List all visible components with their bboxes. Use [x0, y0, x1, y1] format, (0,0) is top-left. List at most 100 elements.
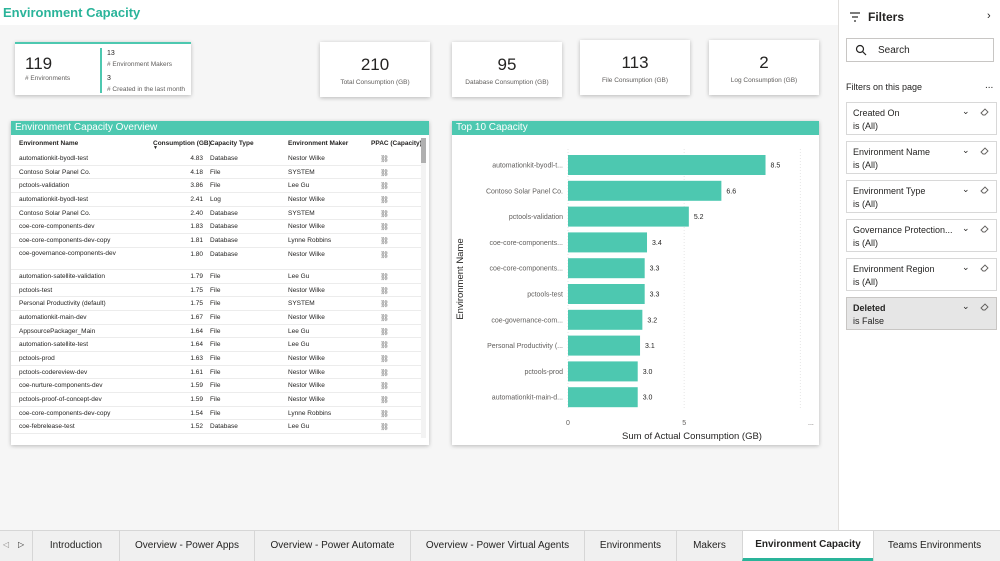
- cell-consumption: 4.83: [190, 155, 203, 162]
- more-options-icon[interactable]: ...: [985, 80, 994, 91]
- column-header-environment-maker[interactable]: Environment Maker: [288, 140, 349, 147]
- file-consumption-card[interactable]: 113 File Consumption (GB): [580, 40, 690, 95]
- capacity-overview-table[interactable]: Environment Capacity Overview Environmen…: [11, 121, 429, 445]
- tab-overview-power-automate[interactable]: Overview - Power Automate: [254, 531, 410, 561]
- eraser-icon[interactable]: [980, 107, 989, 116]
- chevron-down-icon[interactable]: ⌄: [962, 301, 970, 311]
- table-row[interactable]: pctools-codereview-dev 1.61 File Nestor Wil…: [11, 366, 421, 380]
- bar[interactable]: [568, 284, 645, 304]
- filter-card[interactable]: Created On is (All) ⌄: [846, 102, 997, 135]
- tab-introduction[interactable]: Introduction: [32, 531, 119, 561]
- table-row[interactable]: automationkit-byodl-test 4.83 Database Nest…: [11, 152, 421, 166]
- column-header-ppac[interactable]: PPAC (Capacity): [371, 140, 422, 147]
- ppac-link-icon[interactable]: ⛓: [380, 369, 389, 377]
- table-row[interactable]: coe-nurture-components-dev 1.59 File Nestor…: [11, 379, 421, 393]
- tab-environment-capacity[interactable]: Environment Capacity: [742, 531, 873, 561]
- chevron-down-icon[interactable]: ⌄: [962, 223, 970, 233]
- bar[interactable]: [568, 309, 643, 330]
- ppac-link-icon[interactable]: ⛓: [380, 238, 389, 246]
- chart-more-icon[interactable]: ...: [808, 420, 814, 427]
- table-row[interactable]: automation-satellite-validation 1.79 File L…: [11, 270, 421, 284]
- table-row[interactable]: pctools-proof-of-concept-dev 1.59 File Nest…: [11, 393, 421, 407]
- ppac-link-icon[interactable]: ⛓: [380, 183, 389, 191]
- table-row[interactable]: pctools-test 1.75 File Nestor Wilke ⛓: [11, 284, 421, 298]
- bar[interactable]: [568, 206, 689, 227]
- column-header-capacity-type[interactable]: Capacity Type: [210, 140, 254, 147]
- table-row[interactable]: coe-core-components-dev 1.83 Database Nesto…: [11, 220, 421, 235]
- table-row[interactable]: AppsourcePackager_Main 1.64 File Lee Gu ⛓: [11, 325, 421, 339]
- ppac-link-icon[interactable]: ⛓: [380, 410, 389, 418]
- filter-card[interactable]: Governance Protection... is (All) ⌄: [846, 219, 997, 252]
- tab-environments[interactable]: Environments: [584, 531, 676, 561]
- bar[interactable]: [568, 361, 638, 382]
- bar[interactable]: [568, 335, 641, 356]
- database-consumption-card[interactable]: 95 Database Consumption (GB): [452, 42, 562, 97]
- ppac-link-icon[interactable]: ⛓: [380, 397, 389, 404]
- tab-scroll-right-icon[interactable]: ▷: [18, 540, 25, 549]
- ppac-link-icon[interactable]: ⛓: [380, 383, 389, 391]
- ppac-link-icon[interactable]: ⛓: [380, 210, 389, 218]
- chevron-down-icon[interactable]: ⌄: [962, 106, 970, 116]
- filters-search-input[interactable]: Search: [846, 38, 994, 62]
- table-row[interactable]: automation-satellite-test 1.64 File Lee Gu ⛓: [11, 338, 421, 352]
- chevron-down-icon[interactable]: ⌄: [962, 262, 970, 272]
- column-header-consumption[interactable]: Consumption (GB): [153, 140, 211, 147]
- table-row[interactable]: Personal Productivity (default) 1.75 File S…: [11, 297, 421, 311]
- eraser-icon[interactable]: [980, 185, 989, 194]
- ppac-link-icon[interactable]: ⛓: [380, 301, 389, 309]
- tab-teams-environments[interactable]: Teams Environments: [873, 531, 995, 561]
- ppac-link-icon[interactable]: ⛓: [380, 424, 389, 432]
- tab-overview-power-virtual-agents[interactable]: Overview - Power Virtual Agents: [410, 531, 584, 561]
- bar[interactable]: [568, 232, 648, 253]
- table-row[interactable]: pctools-validation 3.86 File Lee Gu ⛓: [11, 179, 421, 194]
- table-row[interactable]: pctools-prod 1.63 File Nestor Wilke ⛓: [11, 352, 421, 366]
- filter-card[interactable]: Environment Name is (All) ⌄: [846, 141, 997, 174]
- top-10-capacity-chart[interactable]: Top 10 Capacity automationkit-byodl-t...…: [452, 121, 819, 445]
- cell-consumption: 1.75: [190, 286, 203, 294]
- eraser-icon[interactable]: [980, 146, 989, 155]
- ppac-link-icon[interactable]: ⛓: [380, 287, 389, 295]
- table-row[interactable]: coe-core-components-dev-copy 1.81 Database…: [11, 234, 421, 248]
- collapse-pane-icon[interactable]: ›: [987, 10, 991, 22]
- bar[interactable]: [568, 180, 722, 201]
- filter-card[interactable]: Deleted is False ⌄: [846, 297, 997, 330]
- total-consumption-card[interactable]: 210 Total Consumption (GB): [320, 42, 430, 97]
- bar[interactable]: [568, 258, 645, 279]
- chevron-down-icon[interactable]: ⌄: [962, 145, 970, 155]
- table-row[interactable]: automationkit-byodl-test 2.41 Log Nestor Wi…: [11, 193, 421, 207]
- eraser-icon[interactable]: [980, 302, 989, 311]
- table-row[interactable]: automationkit-main-dev 1.67 File Nestor Wil…: [11, 311, 421, 325]
- tab-overview-power-apps[interactable]: Overview - Power Apps: [119, 531, 254, 561]
- chevron-down-icon[interactable]: ⌄: [962, 184, 970, 194]
- table-scrollbar[interactable]: [421, 138, 426, 438]
- cell-capacity-type: File: [210, 300, 221, 308]
- ppac-link-icon[interactable]: ⛓: [380, 355, 389, 363]
- table-row[interactable]: coe-governance-components-dev 1.80 Databas…: [11, 248, 421, 270]
- ppac-link-icon[interactable]: ⛓: [380, 314, 389, 322]
- eraser-icon[interactable]: [980, 224, 989, 233]
- environments-kpi-card[interactable]: 119 # Environments 13 # Environment Make…: [15, 42, 191, 95]
- bar[interactable]: [568, 387, 638, 408]
- ppac-link-icon[interactable]: ⛓: [380, 197, 389, 205]
- ppac-link-icon[interactable]: ⛓: [380, 273, 389, 281]
- table-row[interactable]: coe-core-components-dev-copy 1.54 File Lynn…: [11, 407, 421, 421]
- eraser-icon[interactable]: [980, 263, 989, 272]
- table-row[interactable]: Contoso Solar Panel Co. 2.40 Database SYSTE…: [11, 207, 421, 221]
- table-row[interactable]: coe-febrelease-test 1.52 Database Lee Gu ⛓: [11, 420, 421, 435]
- tab-makers[interactable]: Makers: [676, 531, 742, 561]
- table-scroll-thumb[interactable]: [421, 138, 426, 163]
- ppac-link-icon[interactable]: ⛓: [380, 169, 389, 177]
- ppac-link-icon[interactable]: ⛓: [380, 251, 389, 259]
- ppac-link-icon[interactable]: ⛓: [380, 328, 389, 336]
- filter-card[interactable]: Environment Type is (All) ⌄: [846, 180, 997, 213]
- table-row[interactable]: Contoso Solar Panel Co. 4.18 File SYSTEM ⛓: [11, 166, 421, 180]
- database-consumption-value: 95: [497, 55, 517, 74]
- tab-scroll-left-icon[interactable]: ◁: [3, 540, 10, 549]
- ppac-link-icon[interactable]: ⛓: [380, 224, 389, 232]
- filter-card[interactable]: Environment Region is (All) ⌄: [846, 258, 997, 291]
- ppac-link-icon[interactable]: ⛓: [380, 156, 389, 163]
- column-header-environment-name[interactable]: Environment Name: [19, 140, 79, 147]
- bar[interactable]: [568, 155, 766, 175]
- ppac-link-icon[interactable]: ⛓: [380, 342, 389, 350]
- log-consumption-card[interactable]: 2 Log Consumption (GB): [709, 40, 819, 95]
